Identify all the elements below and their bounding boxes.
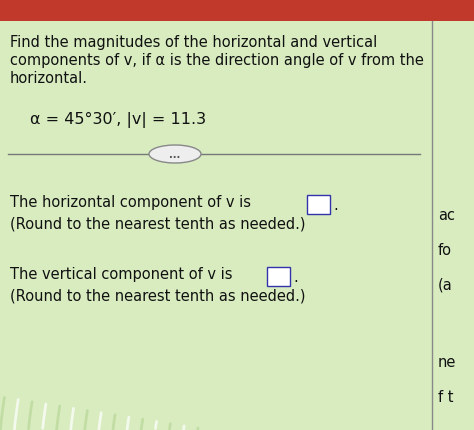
- FancyBboxPatch shape: [0, 0, 474, 22]
- Text: .: .: [293, 269, 298, 284]
- Ellipse shape: [149, 146, 201, 164]
- Text: ac: ac: [438, 208, 455, 222]
- Text: α = 45°30′, |v| = 11.3: α = 45°30′, |v| = 11.3: [30, 112, 206, 128]
- Text: ...: ...: [169, 150, 181, 160]
- Text: Find the magnitudes of the horizontal and vertical: Find the magnitudes of the horizontal an…: [10, 35, 377, 50]
- Text: The horizontal component of v is: The horizontal component of v is: [10, 194, 251, 209]
- Text: components of v, if α is the direction angle of v from the: components of v, if α is the direction a…: [10, 53, 424, 68]
- FancyBboxPatch shape: [308, 195, 330, 214]
- Text: The vertical component of v is: The vertical component of v is: [10, 266, 233, 281]
- Text: (Round to the nearest tenth as needed.): (Round to the nearest tenth as needed.): [10, 289, 306, 303]
- Text: (Round to the nearest tenth as needed.): (Round to the nearest tenth as needed.): [10, 216, 306, 231]
- Text: ne: ne: [438, 354, 456, 369]
- Text: (a: (a: [438, 277, 453, 292]
- FancyBboxPatch shape: [267, 267, 291, 286]
- Text: horizontal.: horizontal.: [10, 71, 88, 86]
- Text: fo: fo: [438, 243, 452, 258]
- Text: f t: f t: [438, 389, 454, 404]
- Text: .: .: [333, 197, 338, 212]
